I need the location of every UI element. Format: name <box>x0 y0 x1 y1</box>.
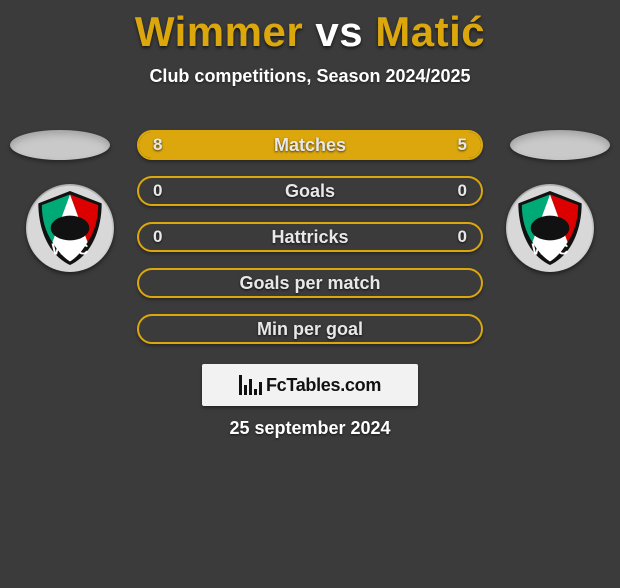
stat-value-left: 0 <box>153 227 162 247</box>
player-left-name: Wimmer <box>135 8 303 55</box>
stat-value-right: 0 <box>458 181 467 201</box>
player-right-avatar <box>510 130 610 160</box>
stat-value-left: 8 <box>153 135 162 155</box>
stat-row-matches: 8 Matches 5 <box>137 130 483 160</box>
stats-rows: 8 Matches 5 0 Goals 0 0 Hattricks 0 Goals per mat… <box>137 130 483 360</box>
stat-label: Goals per match <box>239 273 380 294</box>
stat-value-right: 5 <box>458 135 467 155</box>
date-text: 25 september 2024 <box>0 418 620 439</box>
player-right-name: Matić <box>375 8 485 55</box>
svg-text:WAC: WAC <box>52 241 89 258</box>
brand-text: FcTables.com <box>266 375 381 396</box>
stat-value-right: 0 <box>458 227 467 247</box>
player-left-avatar <box>10 130 110 160</box>
stat-label: Goals <box>285 181 335 202</box>
page-title: Wimmer vs Matić <box>0 8 620 56</box>
stat-label: Matches <box>274 135 346 156</box>
subtitle: Club competitions, Season 2024/2025 <box>0 66 620 87</box>
stat-row-min_per_goal: Min per goal <box>137 314 483 344</box>
svg-text:WAC: WAC <box>532 241 569 258</box>
stat-row-goals: 0 Goals 0 <box>137 176 483 206</box>
stat-value-left: 0 <box>153 181 162 201</box>
brand-badge: FcTables.com <box>202 364 418 406</box>
wac-shield-icon: WAC <box>506 184 594 272</box>
bar-chart-icon <box>239 375 262 395</box>
club-badge-right: WAC <box>506 184 594 272</box>
stat-row-hattricks: 0 Hattricks 0 <box>137 222 483 252</box>
club-badge-left: WAC <box>26 184 114 272</box>
stat-label: Min per goal <box>257 319 363 340</box>
stat-row-goals_per_match: Goals per match <box>137 268 483 298</box>
wac-shield-icon: WAC <box>26 184 114 272</box>
vs-text: vs <box>303 8 375 55</box>
stat-label: Hattricks <box>271 227 348 248</box>
